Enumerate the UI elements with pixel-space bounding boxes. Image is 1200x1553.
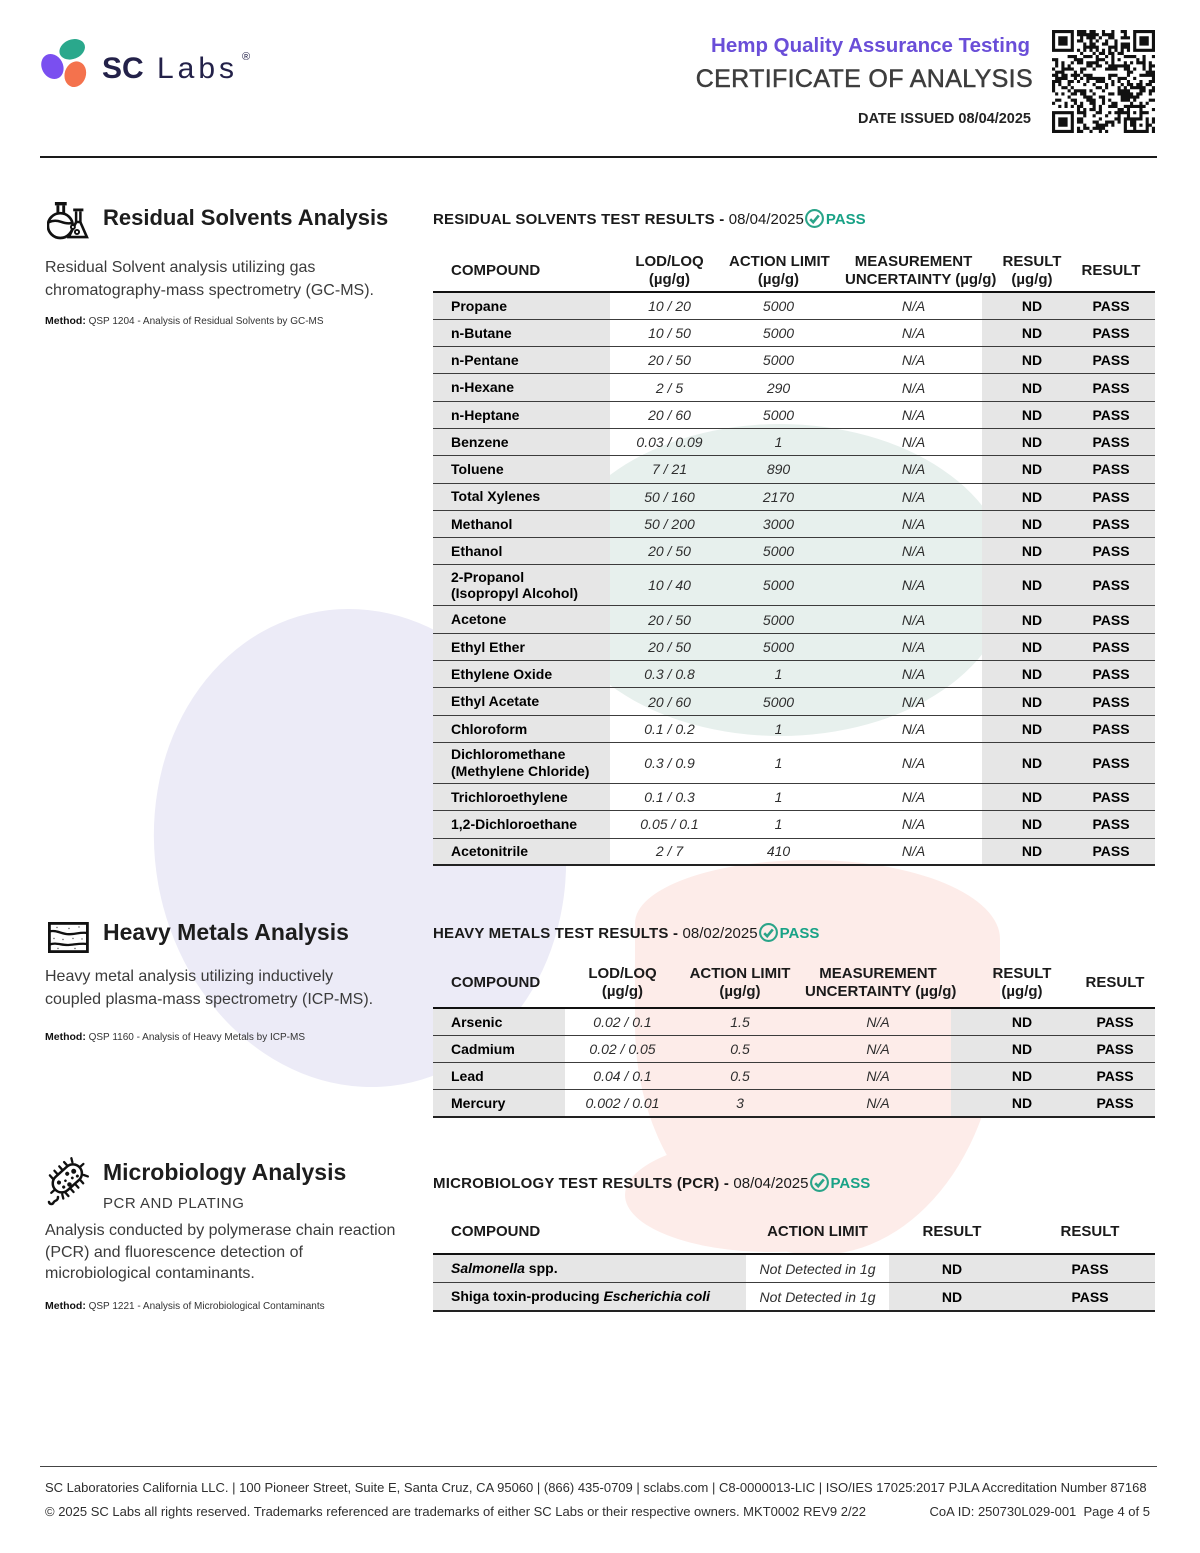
- svg-text:®: ®: [242, 51, 250, 63]
- svg-text:Labs: Labs: [157, 52, 238, 85]
- svg-text:SC: SC: [102, 52, 144, 85]
